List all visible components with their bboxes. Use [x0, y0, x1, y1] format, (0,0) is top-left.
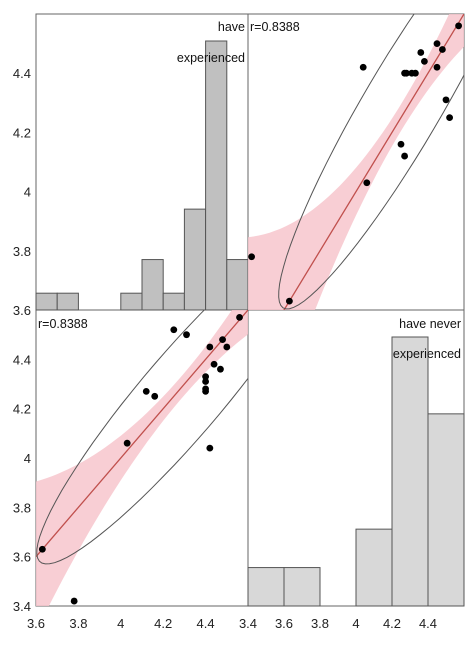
scatter-point-lower-16: [223, 343, 231, 351]
x-tick-right-4: 4.2: [383, 616, 401, 631]
scatter-point-upper-16: [433, 40, 441, 47]
histogram-bar-have-experienced-7: [183, 208, 207, 311]
scatter-point-upper-11: [433, 63, 441, 71]
scatter-point-lower-8: [202, 388, 210, 395]
scatter-point-lower-12: [206, 444, 214, 452]
scatter-point-lower-13: [210, 360, 218, 368]
x-tick-right-1: 3.6: [275, 616, 293, 631]
variable-label-have-never-experienced-line1: have never: [399, 317, 461, 331]
scatter-point-upper-0: [286, 297, 293, 305]
scatter-point-upper-8: [401, 69, 408, 77]
density-ellipse-lower: [36, 310, 248, 565]
y-tick-bottom-3: 4: [24, 451, 31, 466]
y-tick-top-1: 3.8: [13, 244, 31, 259]
x-tick-right-3: 4: [352, 616, 359, 631]
histogram-bar-have-experienced-1: [56, 292, 79, 311]
histogram-bar-have-experienced-9: [226, 259, 249, 311]
y-tick-bottom-2: 3.8: [13, 500, 31, 515]
fit-line-upper: [283, 14, 464, 310]
scatter-point-lower-1: [70, 597, 78, 605]
histogram-have-never-experienced-bars: [247, 336, 465, 607]
x-tick-left-0: 3.6: [27, 616, 45, 631]
histogram-bar-have-never-experienced-0: [247, 567, 285, 607]
variable-label-have-experienced-line1: have: [218, 20, 245, 34]
scatter-clip-group-lower: [36, 310, 248, 606]
x-tick-right-2: 3.8: [311, 616, 329, 631]
scatter-point-upper-5: [446, 114, 453, 121]
scatter-point-lower-3: [142, 388, 150, 395]
scatter-clip-group-upper: [248, 14, 464, 310]
scatter-point-lower-15: [219, 336, 226, 343]
y-tick-top-4: 4.4: [13, 66, 31, 81]
scatter-point-lower-9: [202, 378, 210, 385]
y-tick-top-3: 4.2: [13, 125, 31, 140]
scatter-point-upper-12: [359, 63, 367, 71]
scatter-point-upper-13: [421, 57, 428, 65]
x-tick-left-4: 4.4: [197, 616, 215, 631]
scatter-point-lower-11: [206, 343, 214, 351]
histogram-bar-have-never-experienced-4: [391, 336, 429, 607]
fit-line-lower: [36, 310, 248, 558]
histogram-bar-have-experienced-8: [205, 40, 228, 311]
scatter-point-lower-14: [217, 365, 224, 373]
histogram-bar-have-never-experienced-5: [427, 413, 465, 607]
scatter-point-lower-6: [183, 331, 190, 339]
scatter-point-lower-10: [202, 373, 210, 380]
x-tick-left-2: 4: [117, 616, 124, 631]
correlation-label-lower: r=0.8388: [38, 317, 88, 331]
y-tick-bottom-0: 3.4: [13, 599, 31, 614]
confidence-band-upper: [248, 14, 464, 310]
scatter-point-upper-6: [442, 96, 450, 104]
scatter-point-upper-10: [412, 69, 419, 77]
variable-label-have-experienced-line2: experienced: [177, 51, 245, 65]
scatter-upper-marks: [248, 14, 464, 310]
y-tick-bottom-4: 4.2: [13, 402, 31, 417]
x-tick-right-5: 4.4: [419, 616, 437, 631]
scatter-point-lower-4: [151, 392, 159, 400]
density-ellipse-upper: [278, 14, 464, 310]
scatter-point-upper-3: [401, 152, 408, 160]
axis-tick-labels: 3.6 3.8 4 4.2 4.4 3.4 3.6 3.8 4 4.2 4.4 3.6 3.8 4 4.2 4…: [13, 66, 437, 631]
histogram-bar-have-never-experienced-3: [355, 528, 393, 607]
x-tick-right-0: 3.4: [239, 616, 257, 631]
scatter-point-upper-15: [439, 46, 446, 53]
scatter-point-lower-2: [123, 439, 131, 447]
variable-label-have-never-experienced-line2: experienced: [393, 347, 461, 361]
correlation-label-upper: r=0.8388: [250, 20, 300, 34]
histogram-bar-have-never-experienced-1: [283, 567, 321, 607]
histogram-bar-have-experienced-4: [120, 292, 143, 311]
scatter-point-upper-14: [417, 49, 425, 56]
scatter-point-upper-17: [455, 22, 462, 30]
y-tick-top-0: 3.6: [13, 303, 31, 318]
y-tick-bottom-5: 4.4: [13, 352, 31, 367]
scatter-point-upper-4: [397, 140, 405, 148]
scatter-point-lower-0: [38, 545, 46, 553]
histogram-have-experienced-bars: [35, 40, 249, 311]
scatter-lower-marks: [36, 310, 248, 606]
y-tick-top-2: 4: [24, 185, 31, 200]
scatter-point-lower-5: [170, 326, 178, 334]
histogram-bar-have-experienced-0: [35, 292, 58, 311]
confidence-band-lower: [36, 310, 248, 606]
scatter-point-upper-2: [363, 179, 371, 187]
x-tick-left-1: 3.8: [69, 616, 87, 631]
scatter-point-upper-1: [248, 253, 256, 261]
x-tick-left-3: 4.2: [154, 616, 172, 631]
histogram-bar-have-experienced-5: [141, 259, 164, 311]
y-tick-bottom-1: 3.6: [13, 550, 31, 565]
scatter-point-lower-17: [236, 314, 243, 321]
histogram-bar-have-experienced-6: [162, 292, 185, 311]
